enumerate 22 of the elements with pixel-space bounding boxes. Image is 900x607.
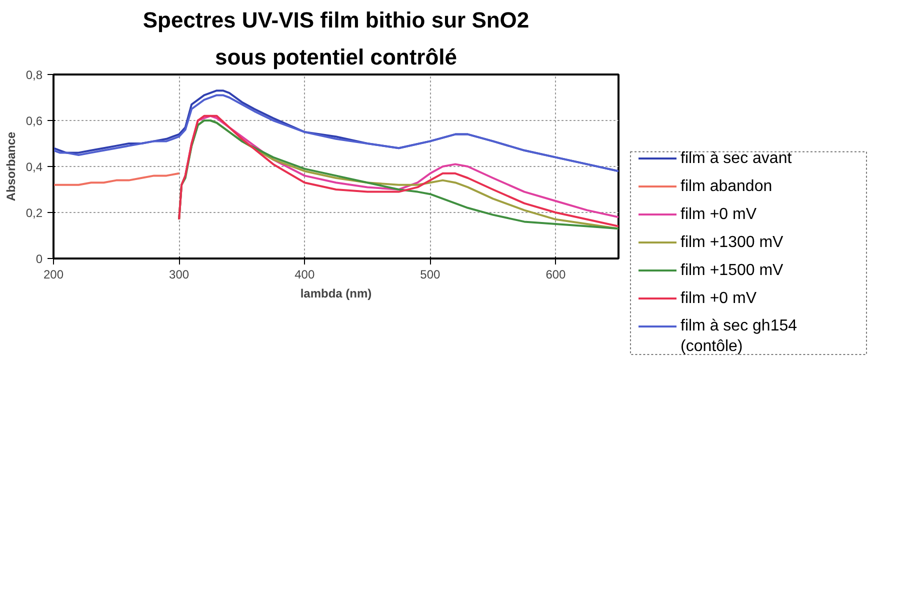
x-tick-label: 500 bbox=[420, 268, 441, 282]
y-axis-title: Absorbance bbox=[4, 132, 18, 202]
y-tick-label: 0,2 bbox=[26, 206, 43, 220]
legend-label: film +1500 mV bbox=[680, 262, 784, 279]
legend-label: film +0 mV bbox=[680, 290, 757, 307]
x-axis-title: lambda (nm) bbox=[300, 286, 372, 300]
y-tick-label: 0,8 bbox=[26, 68, 43, 82]
legend-label: film à sec avant bbox=[680, 150, 792, 167]
x-tick-label: 300 bbox=[169, 268, 190, 282]
legend-label: film +1300 mV bbox=[680, 234, 784, 251]
chart-subtitle: sous potentiel contrôlé bbox=[214, 44, 458, 70]
x-tick-label: 200 bbox=[43, 268, 64, 282]
legend-label: film +0 mV bbox=[680, 206, 757, 223]
x-tick-label: 600 bbox=[546, 268, 566, 282]
legend-label: film à sec gh154 (contôle) bbox=[680, 318, 798, 355]
y-tick-label: 0,6 bbox=[26, 114, 43, 128]
x-tick-label: 400 bbox=[294, 268, 315, 282]
legend-label: film abandon bbox=[680, 178, 772, 195]
y-tick-label: 0,4 bbox=[26, 160, 43, 174]
y-tick-label: 0 bbox=[36, 252, 43, 266]
chart-title: Spectres UV-VIS film bithio sur SnO2 bbox=[142, 8, 530, 32]
line-series bbox=[54, 172, 180, 186]
